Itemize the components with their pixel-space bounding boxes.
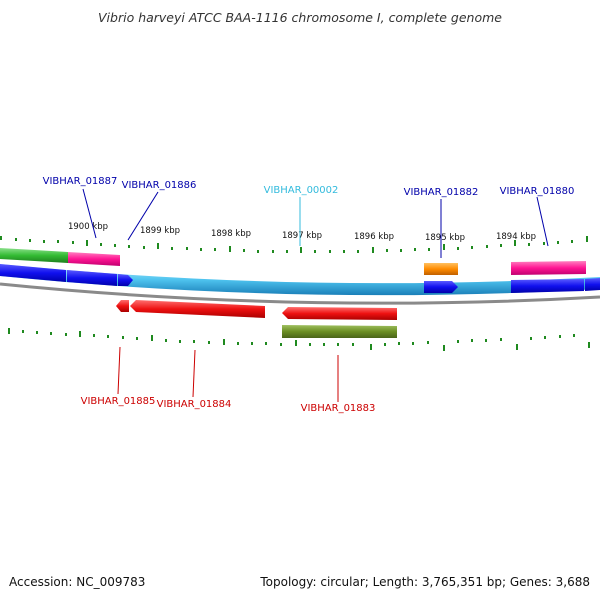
tick-label-1896: 1896 kbp (354, 232, 394, 242)
gene-vibhar-01885 (116, 300, 129, 312)
gene-vibhar-01884 (130, 300, 265, 318)
label-vibhar-01880: VIBHAR_01880 (500, 186, 575, 197)
leader-vibhar-01887 (82, 188, 97, 239)
outer-ring (0, 282, 600, 305)
leader-vibhar-01886 (127, 191, 159, 241)
gene-blue-3 (118, 274, 133, 286)
label-vibhar-01883: VIBHAR_01883 (301, 403, 376, 414)
gene-blue-5 (511, 279, 584, 293)
gene-green (0, 248, 68, 263)
gene-vibhar-01883 (282, 307, 397, 320)
label-vibhar-01887: VIBHAR_01887 (43, 176, 118, 187)
forward-tick-row (0, 236, 588, 253)
tick-label-1895: 1895 kbp (425, 233, 465, 243)
gene-labels: VIBHAR_01887 VIBHAR_01886 VIBHAR_00002 V… (43, 176, 575, 414)
leader-vibhar-01880 (536, 196, 549, 247)
gene-vibhar-01886 (67, 270, 117, 286)
leader-vibhar-01884 (192, 349, 196, 398)
tick-label-1900: 1900 kbp (68, 222, 108, 232)
gene-vibhar-01887 (68, 252, 120, 266)
forward-genes (0, 248, 586, 275)
leader-vibhar-01885 (117, 346, 121, 395)
gene-blue-1 (0, 264, 66, 282)
tick-label-1897: 1897 kbp (282, 231, 322, 241)
label-vibhar-01884: VIBHAR_01884 (157, 399, 232, 410)
gene-vibhar-01882 (424, 281, 458, 293)
label-vibhar-01882: VIBHAR_01882 (404, 187, 479, 198)
genome-summary-text: Topology: circular; Length: 3,765,351 bp… (260, 575, 590, 589)
reverse-tick-row (8, 328, 590, 351)
tick-label-1899: 1899 kbp (140, 226, 180, 236)
gene-vibhar-00002-orange (424, 263, 458, 275)
gene-vibhar-01880 (511, 261, 586, 275)
tick-label-1894: 1894 kbp (496, 232, 536, 242)
scale-labels: 1900 kbp 1899 kbp 1898 kbp 1897 kbp 1896… (68, 222, 536, 243)
gene-olive (282, 325, 397, 338)
map-title: Vibrio harveyi ATCC BAA-1116 chromosome … (98, 10, 502, 25)
label-vibhar-01886: VIBHAR_01886 (122, 180, 197, 191)
tick-label-1898: 1898 kbp (211, 229, 251, 239)
accession-text: Accession: NC_009783 (9, 575, 146, 589)
leader-lines (82, 188, 549, 402)
reverse-genes (116, 300, 397, 338)
label-vibhar-01885: VIBHAR_01885 (81, 396, 156, 407)
label-vibhar-00002: VIBHAR_00002 (264, 185, 339, 196)
backbone-genes (0, 264, 600, 293)
gene-blue-6 (585, 278, 600, 291)
